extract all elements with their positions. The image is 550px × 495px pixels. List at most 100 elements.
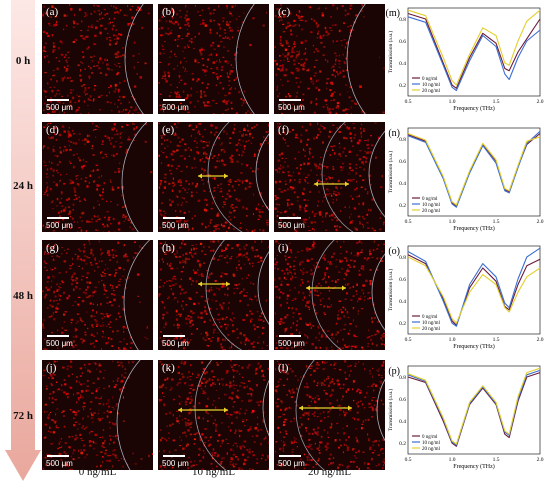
legend-label: 0 ng/ml xyxy=(422,77,438,82)
micrograph-panel: (i) 500 μm xyxy=(274,240,385,350)
panel-label: (a) xyxy=(46,6,59,18)
panel-label: (i) xyxy=(278,242,289,254)
time-label-24h: 24 h xyxy=(13,180,33,192)
transmission-chart: 0.5 1.0 1.5 2.0 0.2 0.4 0.6 0.8 Frequency (THz) T… xyxy=(386,7,544,112)
x-tick-label: 0.5 xyxy=(405,337,412,343)
micrograph-panel: (a) 500 μm xyxy=(42,4,153,114)
x-tick-label: 1.0 xyxy=(449,99,456,105)
x-tick-label: 1.5 xyxy=(493,99,500,105)
wound-boundary xyxy=(346,4,366,114)
panel-label: (j) xyxy=(46,362,57,374)
scale-bar xyxy=(163,217,185,219)
scale-bar-label: 500 μm xyxy=(278,339,305,348)
legend-label: 0 ng/ml xyxy=(422,197,438,202)
cell-image xyxy=(42,360,153,470)
plot-frame xyxy=(407,365,541,455)
y-tick-label: 0.6 xyxy=(399,39,406,45)
y-tick-label: 0.6 xyxy=(399,397,406,403)
series-line xyxy=(407,16,541,92)
wound-boundary xyxy=(255,133,269,211)
scale-bar xyxy=(47,217,69,219)
arrow-head xyxy=(198,173,202,179)
scale-bar xyxy=(47,455,69,457)
micrograph-panel: (h) 500 μm xyxy=(158,240,269,350)
x-tick-label: 1.0 xyxy=(449,337,456,343)
legend-label: 10 ng/ml xyxy=(422,203,441,208)
cell-image xyxy=(158,4,268,114)
col-label-10: 10 ng/mL xyxy=(191,466,236,478)
col-label-20: 20 ng/mL xyxy=(307,466,352,478)
time-label-0h: 0 h xyxy=(15,55,31,67)
scale-bar xyxy=(47,99,69,101)
series-line xyxy=(407,369,541,446)
scale-bar-label: 500 μm xyxy=(162,339,189,348)
y-axis-label: Transmission (a.u.) xyxy=(387,389,394,432)
transmission-chart: 0.5 1.0 1.5 2.0 0.2 0.4 0.6 0.8 Frequency (THz) T… xyxy=(387,245,544,350)
x-tick-label: 2.0 xyxy=(537,337,544,343)
scale-bar xyxy=(163,335,185,337)
scale-bar-label: 500 μm xyxy=(278,221,305,230)
y-tick-label: 0.2 xyxy=(399,83,406,89)
y-tick-label: 0.2 xyxy=(399,441,406,447)
panel-label: (c) xyxy=(278,6,291,18)
cell-image xyxy=(274,240,385,350)
x-tick-label: 1.5 xyxy=(493,457,500,463)
scale-bar-label: 500 μm xyxy=(278,459,305,468)
chart-label: (n) xyxy=(388,128,400,139)
scale-bar-label: 500 μm xyxy=(46,221,73,230)
col-label-0: 0 ng/mL xyxy=(78,466,117,478)
wound-boundary xyxy=(371,253,385,331)
arrow-head xyxy=(198,281,202,287)
scale-bar xyxy=(279,455,301,457)
arrow-head xyxy=(299,405,303,411)
plot-frame xyxy=(407,245,541,335)
arrow-head xyxy=(314,181,318,187)
cell-image xyxy=(274,360,385,470)
legend-label: 10 ng/ml xyxy=(422,321,441,326)
legend-label: 20 ng/ml xyxy=(422,89,441,94)
legend-label: 0 ng/ml xyxy=(422,435,438,440)
arrow-head xyxy=(345,181,349,187)
panel-label: (h) xyxy=(162,242,175,254)
scale-bar xyxy=(163,99,185,101)
micrograph-panel: (l) 500 μm xyxy=(274,360,385,470)
y-axis-label: Transmission (a.u.) xyxy=(387,151,394,194)
legend-label: 10 ng/ml xyxy=(422,83,441,88)
x-tick-label: 1.0 xyxy=(449,219,456,225)
y-axis-label: Transmission (a.u.) xyxy=(387,269,394,312)
scale-bar xyxy=(279,335,301,337)
arrow-head xyxy=(342,285,346,291)
arrow-head xyxy=(348,405,352,411)
cell-image xyxy=(158,360,269,470)
wound-boundary xyxy=(123,240,151,350)
micrograph-panel: (e) 500 μm xyxy=(158,122,269,232)
panel-label: (k) xyxy=(162,362,175,374)
x-axis-label: Frequency (THz) xyxy=(453,343,494,350)
panel-label: (l) xyxy=(278,362,289,374)
x-tick-label: 0.5 xyxy=(405,99,412,105)
scale-bar xyxy=(279,217,301,219)
wound-boundary xyxy=(121,122,148,232)
legend-label: 10 ng/ml xyxy=(422,441,441,446)
x-axis-label: Frequency (THz) xyxy=(453,105,494,112)
initial-boundary xyxy=(207,122,243,232)
scale-bar-label: 500 μm xyxy=(162,221,189,230)
x-axis-label: Frequency (THz) xyxy=(453,225,494,232)
micrograph-panel: (j) 500 μm xyxy=(42,360,153,470)
y-tick-label: 0.8 xyxy=(399,375,406,381)
legend-label: 20 ng/ml xyxy=(422,327,441,332)
wound-boundary xyxy=(376,378,385,442)
cell-image xyxy=(158,240,269,350)
x-tick-label: 2.0 xyxy=(537,457,544,463)
y-tick-label: 0.4 xyxy=(399,181,406,187)
x-tick-label: 1.0 xyxy=(449,457,456,463)
x-tick-label: 2.0 xyxy=(537,219,544,225)
y-tick-label: 0.2 xyxy=(399,203,406,209)
series-line xyxy=(407,12,541,89)
initial-boundary xyxy=(321,122,354,232)
series-line xyxy=(407,132,541,206)
x-tick-label: 2.0 xyxy=(537,99,544,105)
wound-boundary xyxy=(257,251,269,325)
x-tick-label: 1.5 xyxy=(493,337,500,343)
initial-boundary xyxy=(205,240,243,350)
